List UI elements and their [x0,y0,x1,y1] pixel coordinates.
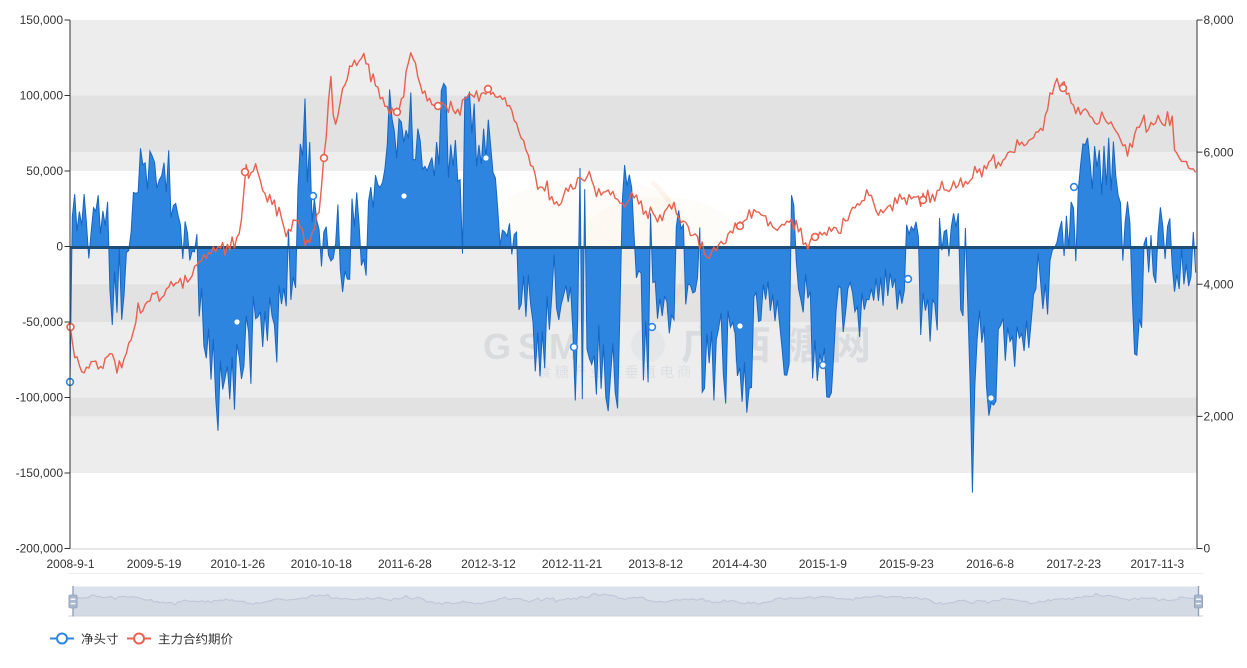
svg-text:-200,000: -200,000 [16,542,64,556]
svg-text:8,000: 8,000 [1204,13,1234,27]
svg-text:50,000: 50,000 [26,164,63,178]
svg-text:0: 0 [56,240,63,254]
svg-text:2012-3-12: 2012-3-12 [461,557,516,571]
svg-text:2013-8-12: 2013-8-12 [628,557,683,571]
svg-text:2011-6-28: 2011-6-28 [378,557,432,571]
svg-text:2008-9-1: 2008-9-1 [46,557,94,571]
svg-text:150,000: 150,000 [20,13,64,27]
svg-text:-50,000: -50,000 [22,315,63,329]
svg-text:2017-11-3: 2017-11-3 [1130,557,1184,571]
svg-text:2014-4-30: 2014-4-30 [712,557,767,571]
svg-text:2015-1-9: 2015-1-9 [799,557,847,571]
svg-text:2010-1-26: 2010-1-26 [210,557,265,571]
svg-text:2015-9-23: 2015-9-23 [879,557,934,571]
svg-text:0: 0 [1204,542,1211,556]
svg-text:2010-10-18: 2010-10-18 [291,557,353,571]
svg-text:4,000: 4,000 [1204,277,1234,291]
svg-text:2012-11-21: 2012-11-21 [542,557,603,571]
svg-text:2009-5-19: 2009-5-19 [127,557,182,571]
svg-text:2016-6-8: 2016-6-8 [966,557,1014,571]
svg-text:2017-2-23: 2017-2-23 [1046,557,1101,571]
svg-text:-100,000: -100,000 [16,391,64,405]
svg-text:100,000: 100,000 [20,89,64,103]
svg-text:2,000: 2,000 [1204,410,1234,424]
svg-text:6,000: 6,000 [1204,145,1234,159]
svg-text:-150,000: -150,000 [16,466,64,480]
